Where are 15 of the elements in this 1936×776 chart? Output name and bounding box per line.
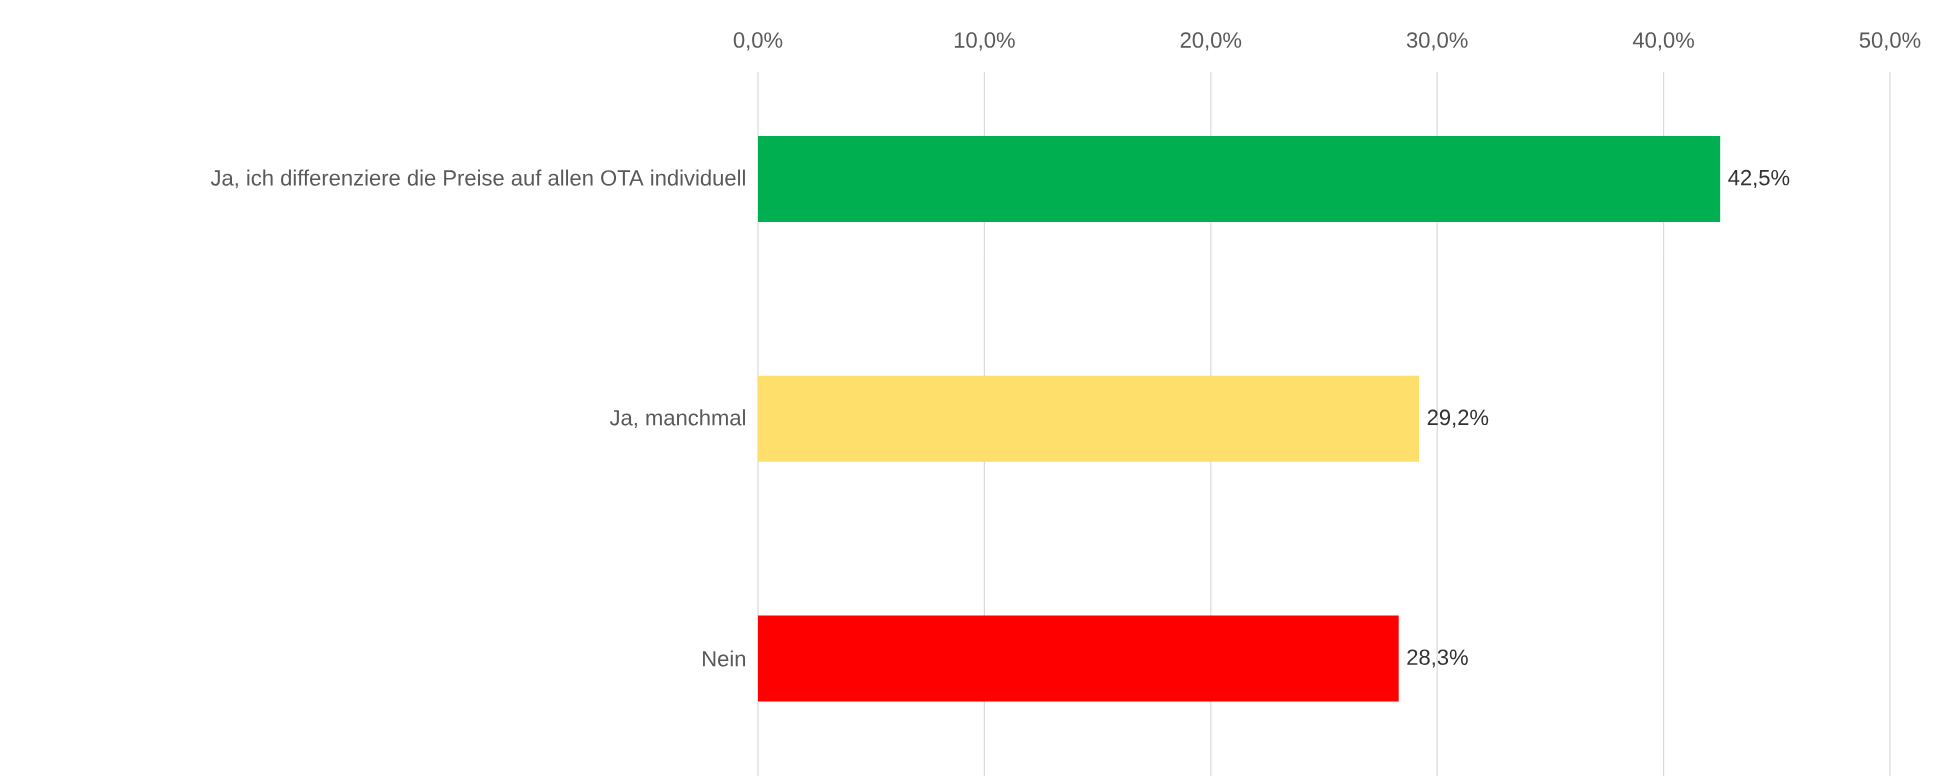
bar: [758, 375, 1420, 462]
x-tick-label: 30,0%: [1406, 32, 1468, 51]
x-tick-label: 10,0%: [954, 32, 1015, 51]
y-tick-label: Ja, ich differenziere die Preise auf allen OTA individuell: [210, 169, 745, 189]
y-tick-label: Ja, manchmal: [609, 409, 745, 429]
x-tick-label: 50,0%: [1859, 32, 1921, 51]
data-label: 28,3%: [1407, 649, 1468, 668]
x-tick-label: 20,0%: [1180, 32, 1242, 51]
bar: [758, 135, 1721, 222]
y-tick-label: Nein: [703, 650, 746, 667]
data-label: 42,5%: [1728, 169, 1790, 189]
bar: [758, 615, 1399, 702]
data-label: 29,2%: [1427, 409, 1489, 428]
x-tick-label: 0,0%: [733, 32, 783, 51]
x-tick-label: 40,0%: [1632, 32, 1694, 51]
